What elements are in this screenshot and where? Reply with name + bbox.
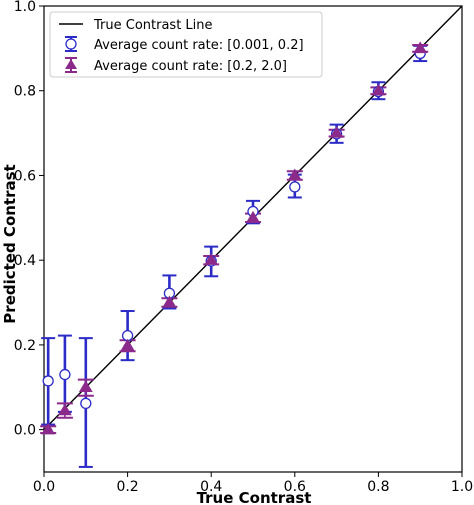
data-point-triangle	[78, 380, 93, 392]
legend-box	[49, 11, 323, 78]
x-tick-label: 1.0	[451, 479, 473, 495]
y-tick-label: 0.4	[14, 253, 36, 269]
data-point-triangle	[329, 126, 344, 138]
y-tick-label: 0.0	[14, 423, 36, 439]
data-point-triangle	[371, 83, 386, 96]
data-point-triangle	[162, 295, 177, 308]
x-tick-label: 0.0	[33, 479, 55, 495]
data-point-triangle	[120, 338, 135, 351]
y-tick-label: 0.6	[14, 168, 36, 184]
x-tick-label: 0.4	[200, 479, 222, 495]
x-tick-label: 0.6	[284, 479, 306, 495]
y-tick-label: 0.2	[14, 338, 36, 354]
legend-triangle-swatch	[65, 59, 77, 69]
legend-label: Average count rate: [0.001, 0.2]	[94, 38, 304, 53]
data-point-circle	[42, 375, 54, 387]
legend-label: Average count rate: [0.2, 2.0]	[94, 59, 287, 74]
data-point-triangle	[204, 253, 219, 265]
data-point-triangle	[413, 41, 428, 54]
y-axis-label: Predicted Contrast	[1, 164, 19, 323]
y-tick-label: 1.0	[14, 0, 36, 15]
data-point-triangle	[246, 210, 260, 223]
legend-label: True Contrast Line	[93, 18, 213, 33]
data-point-triangle	[287, 168, 302, 181]
data-point-circle	[80, 397, 92, 410]
data-point-triangle	[58, 403, 72, 416]
plot-frame	[43, 5, 463, 473]
plot-area: 0.0 0.2 0.4 0.6 0.8 1.0 0.0 0.2 0.4 0.6 0.8 1.0 True…	[14, 0, 473, 495]
legend-circle-swatch	[65, 38, 77, 50]
data-point-circle	[59, 368, 71, 381]
x-tick-label: 0.8	[367, 479, 389, 495]
y-tick-label: 0.8	[14, 84, 36, 100]
x-tick-label: 0.2	[116, 479, 138, 495]
data-point-triangle	[41, 422, 56, 435]
data-point-circle	[289, 181, 301, 193]
x-axis-label: True Contrast	[197, 489, 312, 505]
